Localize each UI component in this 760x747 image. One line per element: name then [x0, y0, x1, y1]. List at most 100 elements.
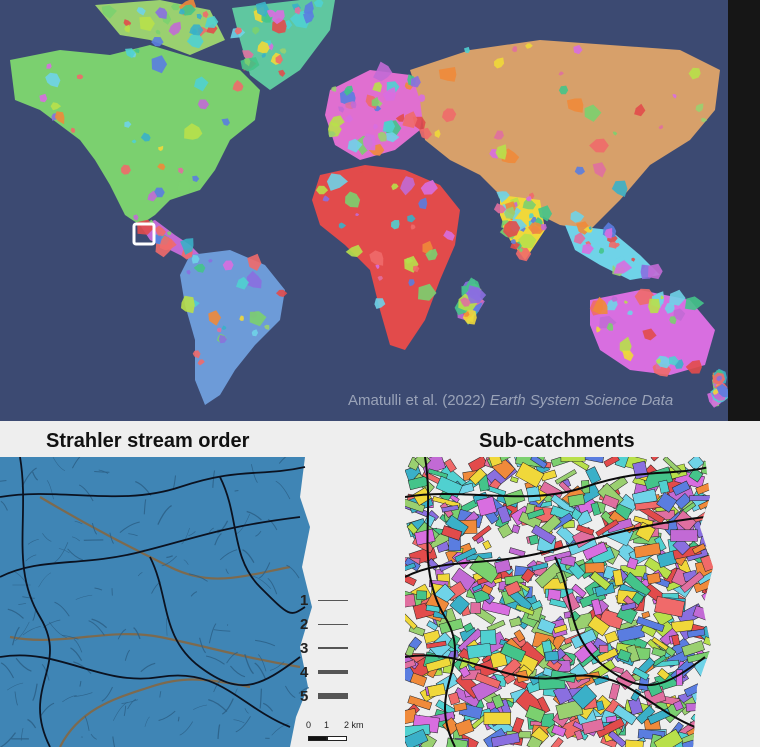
highlight-box: [132, 222, 156, 246]
sub-catchment-cell: [695, 724, 709, 735]
tributary-stream: [14, 691, 18, 706]
catchment-patch: [168, 21, 182, 36]
catchment-patch: [192, 175, 200, 182]
sub-catchment-cells: [405, 457, 713, 747]
tributary-stream: [22, 596, 35, 599]
sub-catchment-cell: [459, 665, 471, 679]
sub-catchment-cell: [405, 728, 429, 747]
major-stream: [59, 678, 251, 747]
tributary-stream: [208, 698, 228, 713]
sub-catchment-cell: [620, 602, 637, 612]
sub-catchment-cell: [504, 580, 522, 597]
catchment-patch: [652, 291, 664, 305]
catchment-patch: [153, 235, 162, 244]
stream-network: [0, 457, 310, 747]
greenland: [232, 0, 335, 90]
catchment-patch: [532, 210, 536, 214]
catchment-patch: [525, 43, 533, 49]
tributary-stream: [181, 527, 190, 545]
tributary-stream: [137, 572, 143, 577]
tributary-stream: [166, 618, 168, 636]
sub-catchment-cell: [612, 569, 624, 587]
sub-catchment-cell: [612, 704, 638, 726]
tributary-stream: [208, 527, 214, 533]
sub-catchment-cell: [687, 628, 706, 638]
catchment-patch: [648, 298, 661, 314]
catchment-patch: [391, 220, 400, 230]
tributary-stream: [79, 680, 82, 687]
sub-catchment-cell: [624, 739, 644, 747]
catchment-patch: [684, 296, 705, 311]
catchment-patch: [442, 108, 457, 123]
catchment-patch: [345, 191, 361, 208]
tributary-stream: [252, 575, 272, 590]
sub-catchment-cell: [591, 598, 603, 616]
catchment-patch: [611, 296, 618, 302]
catchment-patch: [124, 24, 130, 33]
asia: [410, 40, 720, 230]
sub-catchment-cell: [537, 617, 556, 635]
catchment-patch: [151, 55, 168, 74]
sub-catchment-cell: [662, 457, 683, 475]
catchment-patch: [197, 359, 205, 366]
tributary-stream: [144, 716, 150, 727]
sub-catchment-cell: [453, 702, 468, 712]
sub-catchment-cell: [702, 508, 713, 527]
tributary-stream: [117, 628, 127, 640]
tributary-stream: [177, 716, 180, 722]
catchment-patch: [443, 230, 455, 241]
catchment-patch: [247, 253, 262, 271]
sub-catchment-cell: [651, 636, 669, 651]
catchment-patch: [339, 88, 356, 106]
catchment-patch: [518, 233, 537, 249]
world-map-canvas: [10, 0, 728, 408]
catchment-patch: [279, 48, 287, 54]
catchment-patch: [276, 289, 288, 297]
sub-catchment-cell: [560, 457, 586, 462]
catchment-patch: [180, 238, 194, 255]
catchment-patch: [598, 247, 605, 254]
catchment-patch: [695, 103, 704, 113]
catchment-patch: [395, 113, 405, 122]
catchment-patch: [157, 163, 166, 171]
sub-catchment-cell: [476, 496, 498, 517]
catchment-patch: [125, 48, 136, 59]
catchment-patch: [614, 242, 620, 248]
tributary-stream: [73, 661, 92, 674]
sub-catchment-cell: [531, 524, 557, 545]
sub-catchment-cell: [526, 485, 541, 503]
tributary-stream: [58, 548, 70, 554]
catchment-patch: [386, 132, 400, 143]
catchment-patch: [181, 295, 195, 314]
tributary-stream: [140, 662, 156, 673]
catchment-patch: [574, 166, 585, 175]
sub-catchment-cell: [708, 715, 713, 731]
catchment-patch: [410, 75, 421, 88]
catchment-patch: [402, 111, 418, 129]
sub-catchment-cell: [633, 542, 662, 559]
tributary-stream: [27, 538, 39, 545]
catchment-patch: [631, 257, 636, 262]
sub-catchment-cell: [528, 534, 540, 546]
scale-bar: 0 1 2 km: [300, 720, 370, 745]
tributary-stream: [42, 533, 52, 542]
tributary-stream: [206, 655, 225, 665]
tributary-stream: [236, 513, 250, 535]
catchment-patch: [611, 180, 628, 197]
tributary-stream: [217, 520, 229, 534]
catchment-patch: [412, 265, 420, 273]
catchment-patch: [359, 168, 364, 173]
sub-catchment-cell: [582, 457, 605, 464]
catchment-patch: [494, 57, 505, 69]
sub-catchment-cell: [479, 629, 497, 646]
tributary-stream: [124, 649, 131, 661]
scale-label-0: 0: [306, 720, 312, 730]
catchment-patch: [656, 358, 661, 364]
sub-catchment-cell: [680, 571, 705, 593]
catchment-patch: [373, 61, 393, 82]
catchment-patch: [613, 260, 633, 274]
major-stream: [39, 496, 291, 580]
catchment-patch: [350, 101, 357, 109]
tributary-stream: [234, 489, 239, 492]
catchment-patch: [608, 241, 617, 249]
